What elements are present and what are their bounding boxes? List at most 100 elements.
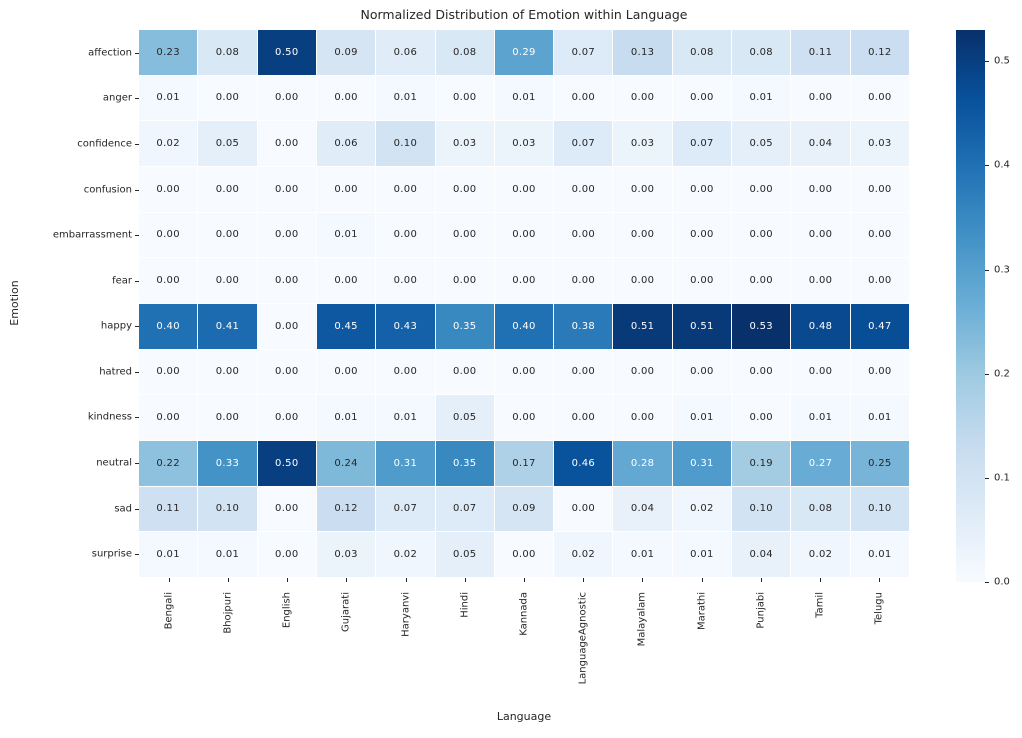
col-label: English — [282, 592, 293, 632]
heatmap-cell: 0.00 — [613, 212, 672, 258]
heatmap-cell: 0.01 — [791, 395, 850, 440]
heatmap-cell: 0.35 — [435, 441, 494, 486]
col-label-text: Haryanvi — [400, 592, 412, 637]
heatmap-cell: 0.03 — [613, 121, 672, 166]
heatmap-cell: 0.02 — [554, 532, 613, 577]
heatmap-cell: 0.29 — [494, 30, 554, 75]
heatmap-cell: 0.00 — [139, 349, 198, 395]
heatmap-cell: 0.00 — [257, 167, 316, 212]
heatmap-cell: 0.07 — [554, 121, 613, 166]
heatmap-cell: 0.07 — [376, 486, 435, 532]
heatmap-cell: 0.07 — [435, 486, 494, 532]
x-tick-mark — [760, 578, 762, 582]
heatmap-cell: 0.00 — [198, 212, 257, 258]
heatmap-cell: 0.31 — [672, 441, 732, 486]
heatmap-cell: 0.05 — [435, 532, 494, 577]
heatmap-cell: 0.03 — [435, 121, 494, 166]
heatmap-cell: 0.00 — [376, 258, 435, 303]
heatmap-cell: 0.23 — [139, 30, 198, 75]
heatmap-cell: 0.00 — [139, 258, 198, 303]
x-tick-mark — [820, 578, 822, 582]
row-label: affection — [88, 47, 132, 59]
heatmap-cell: 0.00 — [850, 167, 909, 212]
heatmap-cell: 0.01 — [316, 212, 376, 258]
heatmap-cell: 0.00 — [850, 212, 909, 258]
colorbar-tick-mark — [985, 373, 989, 375]
heatmap-cell: 0.00 — [139, 212, 198, 258]
heatmap-cell: 0.00 — [791, 167, 850, 212]
heatmap-cell: 0.43 — [376, 304, 435, 349]
y-tick-mark — [135, 508, 139, 510]
colorbar-tick-label: 0.1 — [994, 472, 1010, 484]
colorbar-ticks: 0.0 0.1 0.2 0.3 0.4 0.5 — [985, 30, 1022, 588]
colorbar-tick-mark — [985, 61, 989, 63]
heatmap-cell: 0.00 — [613, 258, 672, 303]
heatmap-cell: 0.53 — [732, 304, 791, 349]
heatmap-cell: 0.00 — [494, 212, 554, 258]
col-label: Bhojpuri — [222, 592, 233, 638]
col-label-text: Malayalam — [636, 592, 648, 647]
heatmap-cell: 0.00 — [791, 349, 850, 395]
col-labels: Bengali Bhojpuri English Gujarati Haryanvi Hi… — [139, 592, 909, 712]
heatmap-cell: 0.05 — [732, 121, 791, 166]
heatmap-cell: 0.00 — [257, 532, 316, 577]
heatmap-cell: 0.00 — [139, 167, 198, 212]
heatmap-cell: 0.00 — [732, 349, 791, 395]
y-tick-mark — [135, 143, 139, 145]
heatmap-cell: 0.00 — [198, 258, 257, 303]
heatmap-cell: 0.00 — [732, 212, 791, 258]
col-label-text: Punjabi — [755, 592, 767, 629]
y-tick-mark — [135, 235, 139, 237]
heatmap-cell: 0.00 — [435, 167, 494, 212]
heatmap-cell: 0.17 — [494, 441, 554, 486]
colorbar-tick-mark — [985, 165, 989, 167]
y-tick-mark — [135, 98, 139, 100]
heatmap-cell: 0.00 — [316, 75, 376, 121]
heatmap-cell: 0.33 — [198, 441, 257, 486]
heatmap-cell: 0.03 — [494, 121, 554, 166]
heatmap-cell: 0.03 — [316, 532, 376, 577]
y-tick-mark — [135, 417, 139, 419]
col-label-text: Telugu — [873, 592, 885, 625]
colorbar-tick-label: 0.5 — [994, 55, 1010, 67]
heatmap-cell: 0.00 — [257, 395, 316, 440]
heatmap-cell: 0.10 — [732, 486, 791, 532]
heatmap-cell: 0.08 — [672, 30, 732, 75]
heatmap-cell: 0.08 — [732, 30, 791, 75]
x-tick-mark — [642, 578, 644, 582]
row-label: kindness — [87, 411, 132, 423]
heatmap-grid: 0.23 0.08 0.50 0.09 0.06 0.08 0.29 0.07 0.13 0.08… — [139, 30, 909, 577]
heatmap-cell: 0.03 — [850, 121, 909, 166]
heatmap-cell: 0.51 — [613, 304, 672, 349]
heatmap-cell: 0.04 — [791, 121, 850, 166]
colorbar-tick-mark — [985, 477, 989, 479]
heatmap-cell: 0.08 — [198, 30, 257, 75]
row-label: confidence — [77, 138, 132, 150]
x-tick-mark — [405, 578, 407, 582]
heatmap-cell: 0.50 — [257, 30, 316, 75]
heatmap-cell: 0.00 — [494, 532, 554, 577]
heatmap-cell: 0.00 — [257, 486, 316, 532]
heatmap-cell: 0.01 — [494, 75, 554, 121]
heatmap-cell: 0.00 — [672, 212, 732, 258]
x-axis-label: Language — [496, 710, 552, 723]
col-label-text: Gujarati — [340, 592, 352, 632]
heatmap-cell: 0.00 — [198, 167, 257, 212]
heatmap-cell: 0.01 — [139, 75, 198, 121]
heatmap-cell: 0.00 — [554, 258, 613, 303]
heatmap-cell: 0.02 — [791, 532, 850, 577]
colorbar-tick-label: 0.4 — [994, 159, 1010, 171]
heatmap-cell: 0.41 — [198, 304, 257, 349]
heatmap-cell: 0.00 — [791, 212, 850, 258]
heatmap-cell: 0.06 — [376, 30, 435, 75]
y-tick-mark — [135, 554, 139, 556]
col-label-text: English — [281, 592, 293, 629]
heatmap-cell: 0.00 — [554, 75, 613, 121]
heatmap-cell: 0.00 — [732, 167, 791, 212]
y-tick-mark — [135, 52, 139, 54]
col-label: Kannada — [519, 592, 530, 640]
heatmap-cell: 0.00 — [316, 258, 376, 303]
col-label: Punjabi — [755, 592, 766, 633]
row-label: happy — [100, 320, 132, 332]
heatmap-cell: 0.00 — [850, 258, 909, 303]
